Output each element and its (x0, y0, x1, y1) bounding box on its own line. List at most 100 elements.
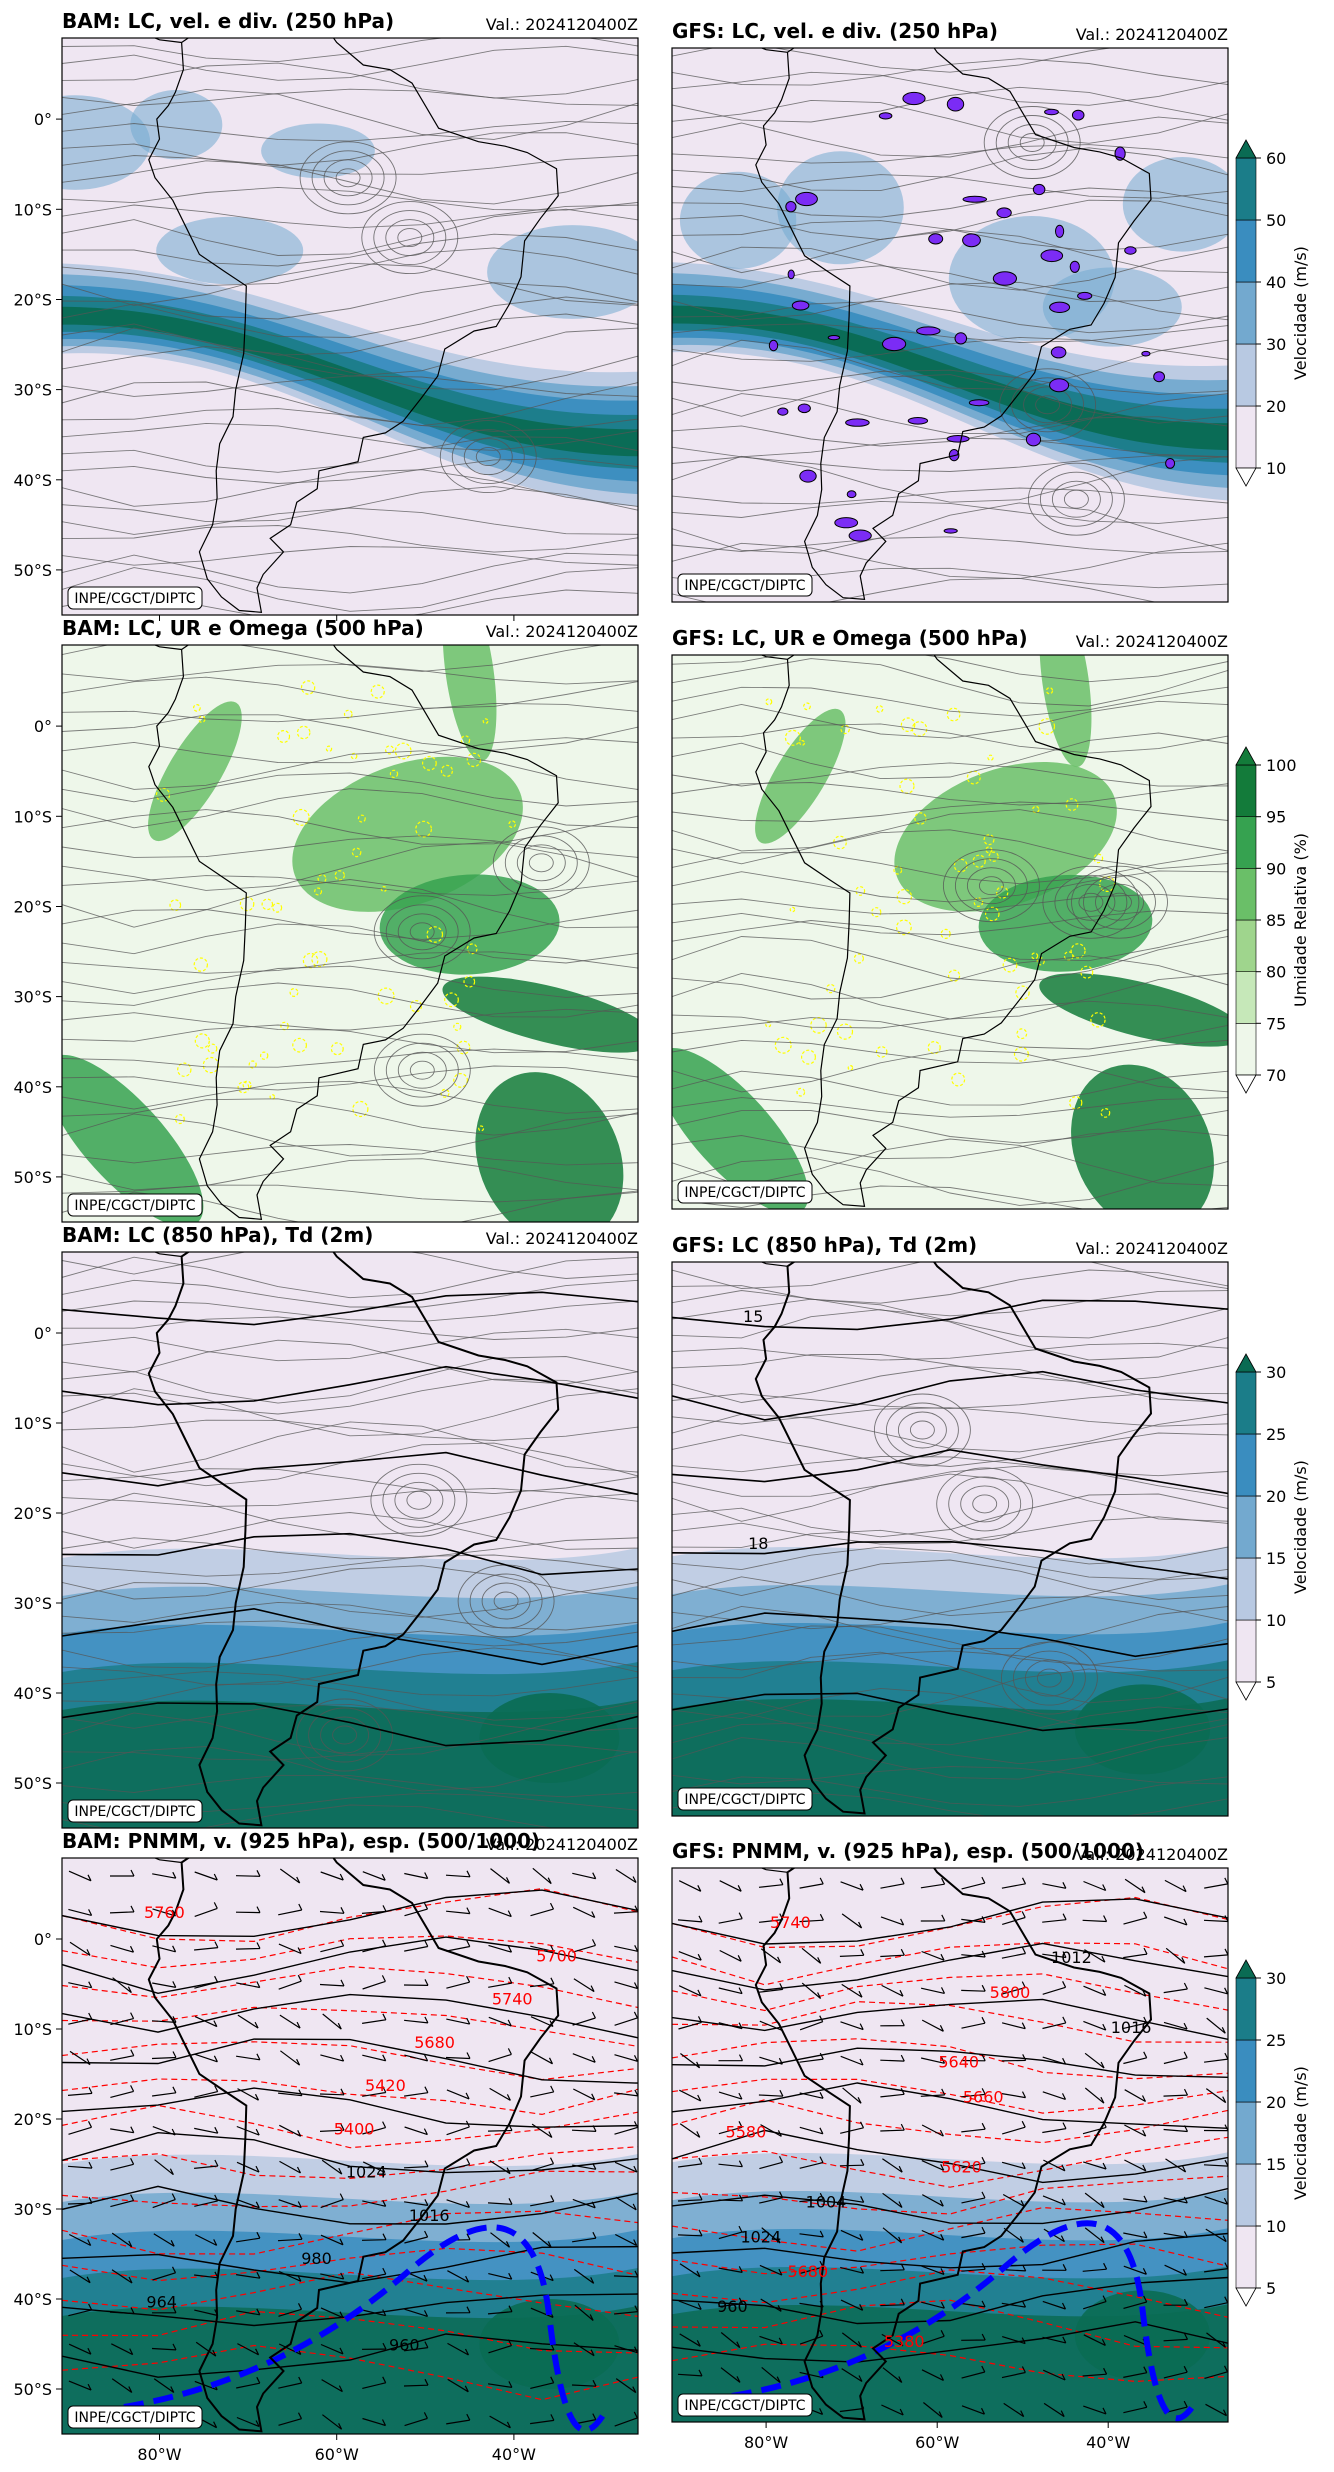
streamline-vortex (873, 1393, 971, 1467)
wind-barb (488, 2016, 512, 2027)
contour-label: 980 (301, 2249, 332, 2268)
omega-contour (389, 769, 399, 779)
streamline (672, 1109, 1228, 1144)
wind-barb (1123, 1911, 1148, 1925)
streamline (62, 1468, 638, 1495)
omega-contour (1015, 985, 1030, 1000)
thickness-5400-line (731, 2220, 1197, 2422)
omega-contour (311, 950, 328, 968)
omega-contour (840, 724, 850, 735)
jet-band (672, 305, 1228, 451)
omega-contour (325, 745, 333, 752)
streamline-vortex (504, 835, 578, 891)
contour-line (62, 2104, 638, 2149)
omega-contour (269, 1094, 276, 1100)
wind-barb (961, 2156, 986, 2169)
streamline (62, 1620, 638, 1647)
wind-barb (921, 2160, 945, 2171)
colorbar-segment (1235, 1557, 1257, 1621)
streamline (62, 1024, 638, 1054)
streamline (62, 346, 638, 391)
wind-barb (446, 2089, 470, 2100)
streamline (672, 1737, 1228, 1780)
colorbar-segment (1235, 2101, 1257, 2165)
wind-barb (68, 2380, 92, 2391)
wind-barb (447, 2378, 469, 2393)
wind-barb (840, 2055, 864, 2066)
contour-line (62, 1887, 638, 1943)
omega-contour (972, 854, 986, 868)
streamline (62, 1680, 638, 1721)
wind-barb (194, 2085, 219, 2098)
wind-barb (572, 2231, 597, 2243)
omega-contour (207, 1043, 218, 1054)
wind-barb (404, 1872, 429, 1880)
lat-tick-label: 20°S (13, 898, 52, 917)
omega-contour (951, 1072, 966, 1087)
wind-barb (1124, 2089, 1147, 2103)
lon-tick-label: 60°W (315, 2445, 359, 2464)
streamline-vortex (397, 1051, 447, 1089)
lon-tick-label: 80°W (744, 2433, 788, 2452)
wind-barb (718, 2297, 743, 2308)
omega-contour (1099, 875, 1116, 892)
wind-barb (1164, 1879, 1187, 1893)
credit-box: INPE/CGCT/DIPTC (67, 586, 203, 610)
wind-barb (320, 2234, 344, 2246)
wind-barb (1206, 2332, 1227, 2348)
humidity-blob (1039, 973, 1228, 1047)
colorbar-segment (1235, 919, 1257, 973)
wind-barb (1164, 1916, 1188, 1926)
contour-label: 1024 (346, 2163, 387, 2182)
divergence-contour (1069, 260, 1080, 273)
wind-barb (1083, 2334, 1106, 2346)
streamline (672, 1432, 1228, 1467)
wind-barb (1165, 2158, 1187, 2173)
wind-barb (194, 2194, 219, 2207)
contour-line (672, 2047, 1228, 2078)
wind-barb (572, 1872, 597, 1880)
divergence-contour (902, 91, 926, 106)
wind-barb (446, 1907, 471, 1915)
wind-barb (679, 2123, 701, 2138)
wind-barb (1083, 2020, 1107, 2031)
wind-barb (361, 2342, 387, 2350)
wind-barb (1205, 2088, 1227, 2104)
wind-barb (362, 1871, 386, 1881)
streamline (62, 982, 638, 1018)
divergence-contour (992, 271, 1018, 286)
wind-barb (961, 2016, 986, 2029)
wind-barb (1123, 2051, 1148, 2065)
wind-barb (280, 2050, 301, 2066)
wind-barb (1163, 2051, 1188, 2065)
streamline (62, 1746, 638, 1792)
streamline (62, 841, 638, 891)
map-panel-p7: 5760 5700 5740 5680 5420 5400 1024 1016 980 964 96… (13, 1829, 639, 2464)
wind-barb (920, 1987, 946, 1994)
wind-barb (110, 1944, 135, 1953)
streamline-vortex (463, 438, 513, 476)
wind-barb (572, 2163, 597, 2170)
wind-barb (111, 2343, 134, 2356)
wind-barb (320, 2307, 344, 2319)
wind-barb (445, 1870, 471, 1878)
wind-barb (110, 1869, 135, 1877)
panel-title: GFS: LC, vel. e div. (250 hPa) (672, 19, 998, 43)
wind-barb (530, 2414, 555, 2425)
wind-barb (321, 2159, 343, 2175)
wind-barb (961, 2191, 986, 2204)
wind-barb (1001, 2091, 1027, 2099)
streamline (672, 1392, 1228, 1409)
wind-barb (489, 2160, 511, 2175)
colorbar-segment (1235, 343, 1257, 407)
wind-barb (615, 2378, 637, 2394)
divergence-contour (1044, 108, 1059, 116)
wind-barb (68, 2121, 93, 2135)
wind-barb (1042, 2091, 1067, 2100)
central-america-coastline (760, 1262, 788, 1267)
wind-barb (1001, 2054, 1027, 2062)
wind-barb (1083, 2161, 1107, 2170)
streamline-vortex (1063, 489, 1089, 509)
wind-barb (921, 2330, 945, 2345)
